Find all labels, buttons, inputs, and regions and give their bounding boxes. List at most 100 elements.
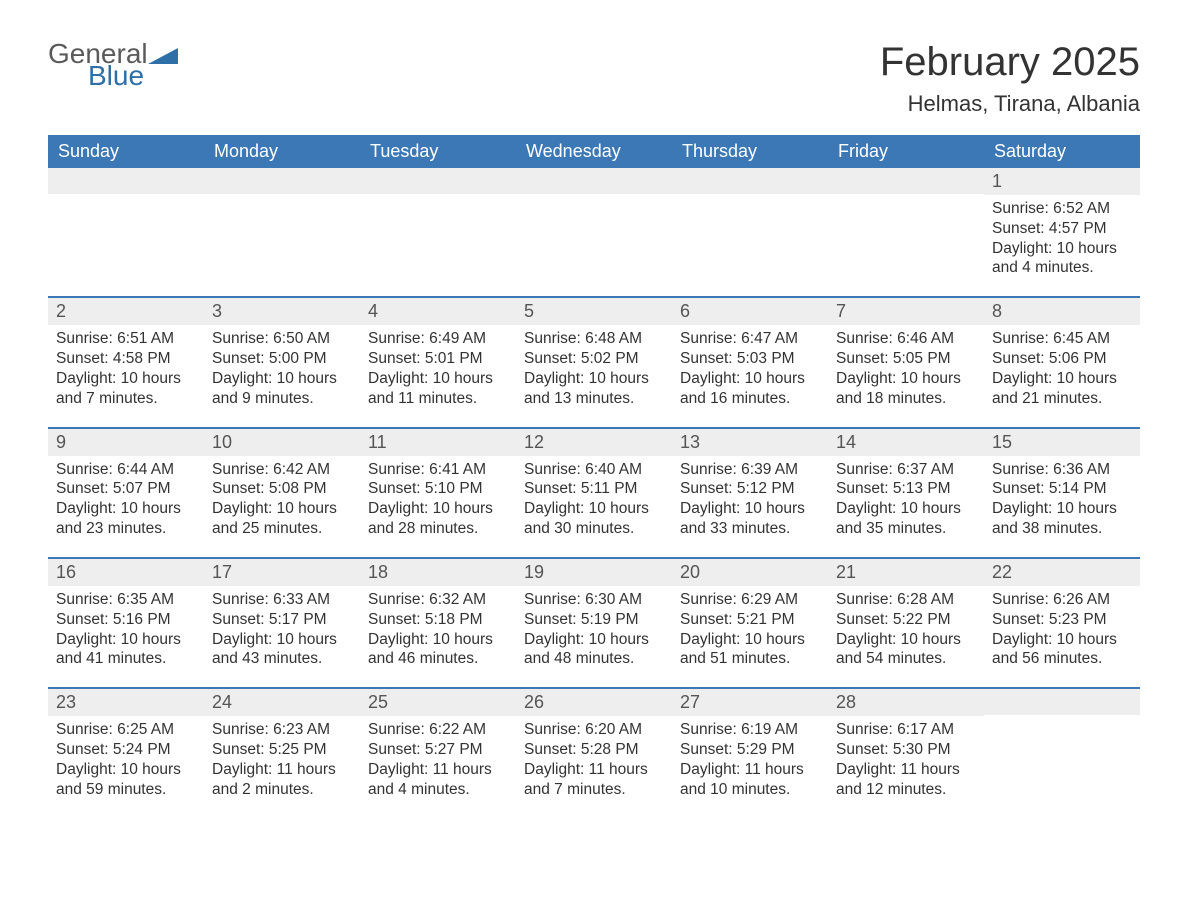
brand-logo: General Blue (48, 40, 178, 90)
sunset-line: Sunset: 5:05 PM (836, 349, 976, 369)
daylight-line: Daylight: 11 hours and 2 minutes. (212, 760, 352, 800)
day-header: Wednesday (516, 135, 672, 168)
sunset-line: Sunset: 5:16 PM (56, 610, 196, 630)
location-subtitle: Helmas, Tirana, Albania (880, 91, 1140, 117)
day-number: 3 (204, 298, 360, 325)
daylight-line: Daylight: 10 hours and 16 minutes. (680, 369, 820, 409)
sunrise-line: Sunrise: 6:44 AM (56, 460, 196, 480)
sunset-line: Sunset: 5:01 PM (368, 349, 508, 369)
sunset-line: Sunset: 5:18 PM (368, 610, 508, 630)
daylight-line: Daylight: 10 hours and 25 minutes. (212, 499, 352, 539)
sunset-line: Sunset: 5:11 PM (524, 479, 664, 499)
week-row: 2Sunrise: 6:51 AMSunset: 4:58 PMDaylight… (48, 296, 1140, 426)
sunset-line: Sunset: 5:00 PM (212, 349, 352, 369)
sunset-line: Sunset: 5:12 PM (680, 479, 820, 499)
daylight-line: Daylight: 10 hours and 18 minutes. (836, 369, 976, 409)
sunrise-line: Sunrise: 6:45 AM (992, 329, 1132, 349)
sunrise-line: Sunrise: 6:37 AM (836, 460, 976, 480)
day-cell: 3Sunrise: 6:50 AMSunset: 5:00 PMDaylight… (204, 298, 360, 426)
sunrise-line: Sunrise: 6:52 AM (992, 199, 1132, 219)
day-number: 18 (360, 559, 516, 586)
day-number: 22 (984, 559, 1140, 586)
sunset-line: Sunset: 5:07 PM (56, 479, 196, 499)
daylight-line: Daylight: 10 hours and 13 minutes. (524, 369, 664, 409)
sunrise-line: Sunrise: 6:36 AM (992, 460, 1132, 480)
daylight-line: Daylight: 10 hours and 4 minutes. (992, 239, 1132, 279)
daylight-line: Daylight: 11 hours and 12 minutes. (836, 760, 976, 800)
day-number: 19 (516, 559, 672, 586)
daylight-line: Daylight: 10 hours and 23 minutes. (56, 499, 196, 539)
day-number: 11 (360, 429, 516, 456)
day-cell: 25Sunrise: 6:22 AMSunset: 5:27 PMDayligh… (360, 689, 516, 817)
daylight-line: Daylight: 10 hours and 48 minutes. (524, 630, 664, 670)
day-header: Friday (828, 135, 984, 168)
daylight-line: Daylight: 10 hours and 30 minutes. (524, 499, 664, 539)
day-cell: 8Sunrise: 6:45 AMSunset: 5:06 PMDaylight… (984, 298, 1140, 426)
sunset-line: Sunset: 5:29 PM (680, 740, 820, 760)
sunrise-line: Sunrise: 6:51 AM (56, 329, 196, 349)
sunrise-line: Sunrise: 6:19 AM (680, 720, 820, 740)
day-cell: 16Sunrise: 6:35 AMSunset: 5:16 PMDayligh… (48, 559, 204, 687)
day-number: 24 (204, 689, 360, 716)
day-number: 13 (672, 429, 828, 456)
sunrise-line: Sunrise: 6:28 AM (836, 590, 976, 610)
day-cell: 22Sunrise: 6:26 AMSunset: 5:23 PMDayligh… (984, 559, 1140, 687)
day-header: Thursday (672, 135, 828, 168)
day-header: Sunday (48, 135, 204, 168)
day-number: 8 (984, 298, 1140, 325)
day-cell: 10Sunrise: 6:42 AMSunset: 5:08 PMDayligh… (204, 429, 360, 557)
day-cell: 23 Sunrise: 6:25 AMSunset: 5:24 PMDayligh… (48, 689, 204, 817)
sunset-line: Sunset: 5:28 PM (524, 740, 664, 760)
sunset-line: Sunset: 5:30 PM (836, 740, 976, 760)
day-cell (828, 168, 984, 296)
daylight-line: Daylight: 10 hours and 38 minutes. (992, 499, 1132, 539)
sunset-line: Sunset: 5:23 PM (992, 610, 1132, 630)
day-cell: 6Sunrise: 6:47 AMSunset: 5:03 PMDaylight… (672, 298, 828, 426)
day-number: 27 (672, 689, 828, 716)
day-number: 10 (204, 429, 360, 456)
day-cell: 5Sunrise: 6:48 AMSunset: 5:02 PMDaylight… (516, 298, 672, 426)
sunrise-line: Sunrise: 6:25 AM (56, 720, 196, 740)
day-cell: 9Sunrise: 6:44 AMSunset: 5:07 PMDaylight… (48, 429, 204, 557)
sunrise-line: Sunrise: 6:29 AM (680, 590, 820, 610)
month-title: February 2025 (880, 40, 1140, 85)
sunrise-line: Sunrise: 6:26 AM (992, 590, 1132, 610)
daylight-line: Daylight: 10 hours and 46 minutes. (368, 630, 508, 670)
title-block: February 2025 Helmas, Tirana, Albania (880, 40, 1140, 117)
day-number (516, 168, 672, 194)
day-cell (360, 168, 516, 296)
sunset-line: Sunset: 5:22 PM (836, 610, 976, 630)
sunrise-line: Sunrise: 6:32 AM (368, 590, 508, 610)
day-cell (48, 168, 204, 296)
daylight-line: Daylight: 11 hours and 7 minutes. (524, 760, 664, 800)
day-number (828, 168, 984, 194)
sunrise-line: Sunrise: 6:35 AM (56, 590, 196, 610)
page-header: General Blue February 2025 Helmas, Tiran… (48, 40, 1140, 117)
calendar-dayheader-row: SundayMondayTuesdayWednesdayThursdayFrid… (48, 135, 1140, 168)
day-cell (204, 168, 360, 296)
day-cell: 4Sunrise: 6:49 AMSunset: 5:01 PMDaylight… (360, 298, 516, 426)
sunrise-line: Sunrise: 6:33 AM (212, 590, 352, 610)
sunrise-line: Sunrise: 6:47 AM (680, 329, 820, 349)
sunset-line: Sunset: 5:24 PM (56, 740, 196, 760)
day-cell (516, 168, 672, 296)
day-number (204, 168, 360, 194)
daylight-line: Daylight: 10 hours and 59 minutes. (56, 760, 196, 800)
day-cell: 17Sunrise: 6:33 AMSunset: 5:17 PMDayligh… (204, 559, 360, 687)
sunrise-line: Sunrise: 6:39 AM (680, 460, 820, 480)
sunset-line: Sunset: 5:25 PM (212, 740, 352, 760)
day-number: 23 (48, 689, 204, 716)
sunset-line: Sunset: 5:14 PM (992, 479, 1132, 499)
day-cell: 26Sunrise: 6:20 AMSunset: 5:28 PMDayligh… (516, 689, 672, 817)
daylight-line: Daylight: 10 hours and 33 minutes. (680, 499, 820, 539)
sunrise-line: Sunrise: 6:22 AM (368, 720, 508, 740)
daylight-line: Daylight: 10 hours and 54 minutes. (836, 630, 976, 670)
sunset-line: Sunset: 5:21 PM (680, 610, 820, 630)
sunrise-line: Sunrise: 6:46 AM (836, 329, 976, 349)
day-number: 28 (828, 689, 984, 716)
daylight-line: Daylight: 10 hours and 11 minutes. (368, 369, 508, 409)
day-cell: 28Sunrise: 6:17 AMSunset: 5:30 PMDayligh… (828, 689, 984, 817)
week-row: 9Sunrise: 6:44 AMSunset: 5:07 PMDaylight… (48, 427, 1140, 557)
sunset-line: Sunset: 5:08 PM (212, 479, 352, 499)
sunset-line: Sunset: 5:06 PM (992, 349, 1132, 369)
